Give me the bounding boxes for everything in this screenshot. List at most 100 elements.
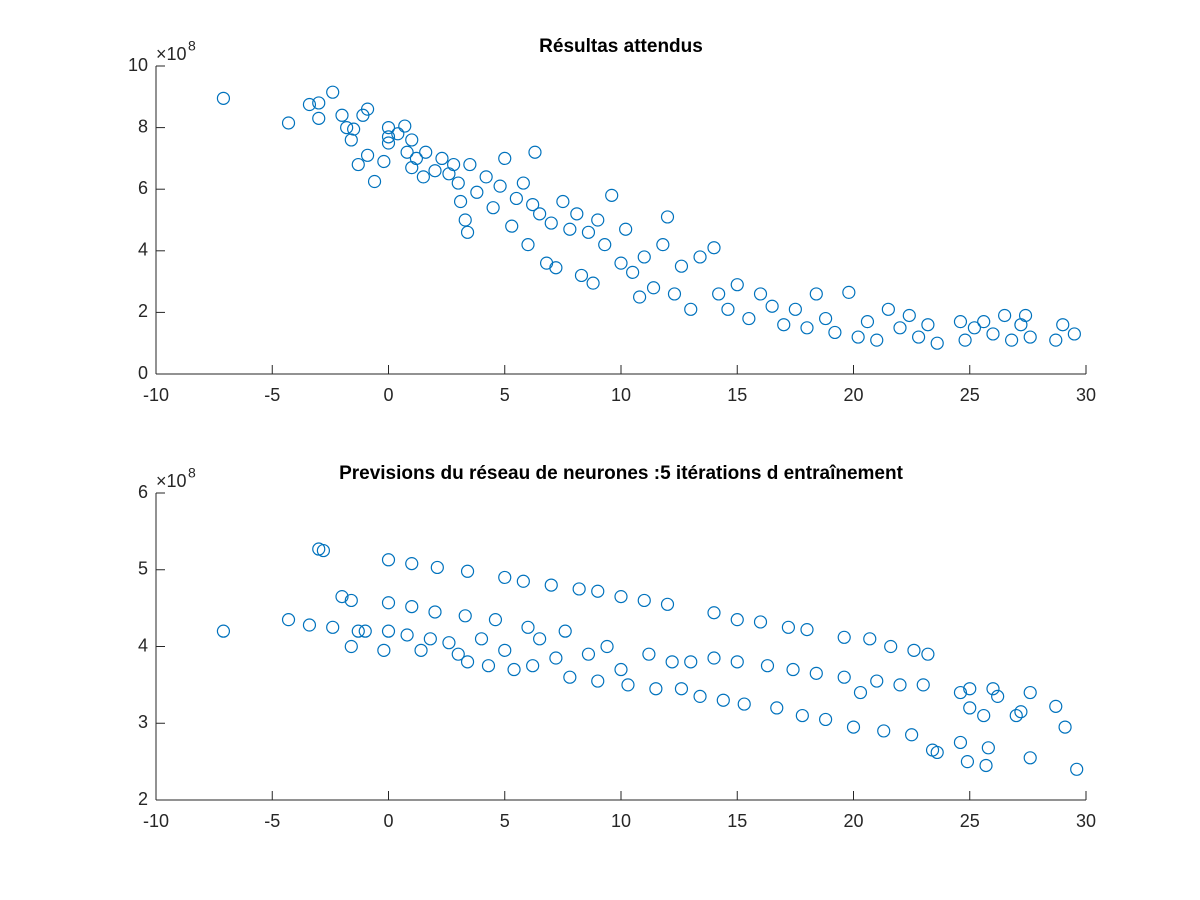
scatter-point — [800, 321, 814, 335]
scatter-point — [570, 207, 584, 221]
scatter-point — [649, 682, 663, 696]
y-tick-label: 0 — [138, 363, 148, 383]
scatter-point — [460, 564, 475, 578]
scatter-point — [842, 285, 856, 299]
scatter-point — [367, 174, 382, 189]
scatter-point — [563, 670, 577, 684]
scatter-point — [660, 210, 675, 224]
scatter-point — [712, 287, 726, 301]
x-tick-label: 10 — [611, 811, 631, 831]
scatter-point — [626, 265, 640, 279]
scatter-point — [837, 670, 851, 684]
scatter-point — [533, 632, 547, 646]
scatter-point — [381, 136, 396, 150]
x-tick-label: -5 — [264, 385, 280, 405]
scatter-point — [460, 655, 475, 669]
scatter-point — [1049, 699, 1063, 713]
scatter-point — [451, 176, 465, 190]
x-tick-label: 0 — [383, 385, 393, 405]
scatter-point — [312, 111, 326, 125]
scatter-point — [533, 207, 547, 221]
scatter-point — [428, 164, 442, 178]
scatter-point — [998, 308, 1012, 323]
scatter-point — [1018, 308, 1033, 323]
scatter-point — [435, 151, 449, 165]
scatter-point — [1004, 333, 1019, 347]
scatter-point — [460, 225, 475, 239]
scatter-point — [414, 643, 428, 657]
scatter-point — [451, 647, 465, 661]
scatter-point — [665, 655, 679, 669]
scatter-point — [707, 606, 721, 620]
y-tick-label: 3 — [138, 712, 148, 732]
scatter-point — [521, 238, 535, 252]
scatter-point — [1014, 318, 1028, 332]
scatter-point — [335, 590, 349, 604]
scatter-point — [281, 116, 296, 130]
scatter-point — [581, 647, 596, 661]
scatter-point — [911, 330, 926, 344]
scatter-point — [521, 620, 535, 634]
scatter-point — [893, 321, 907, 335]
scatter-point — [1009, 708, 1023, 723]
y-tick-label: 4 — [138, 635, 148, 655]
scatter-point — [753, 287, 768, 301]
scatter-point — [458, 213, 472, 227]
scatter-point — [684, 302, 698, 316]
x-tick-label: 30 — [1076, 811, 1096, 831]
scatter-point — [637, 250, 651, 264]
scatter-point — [591, 213, 605, 227]
scatter-point — [730, 655, 744, 669]
scatter-point — [302, 618, 317, 632]
scatter-point — [470, 185, 484, 199]
scatter-point — [381, 120, 396, 135]
scatter-point — [986, 327, 1000, 341]
scatter-point — [556, 194, 570, 209]
x-tick-label: 20 — [843, 385, 863, 405]
scatter-point — [544, 216, 558, 230]
scatter-point — [216, 624, 231, 638]
scatter-point — [1049, 333, 1063, 347]
scatter-point — [558, 624, 572, 638]
y-tick-label: 2 — [138, 301, 148, 321]
x-tick-label: 5 — [500, 811, 510, 831]
scatter-point — [391, 127, 405, 141]
scatter-point — [781, 620, 796, 634]
scatter-point — [377, 643, 391, 657]
scatter-point — [428, 605, 442, 619]
scatter-point — [693, 689, 707, 703]
scatter-point — [302, 97, 317, 112]
y-tick-label: 5 — [138, 559, 148, 579]
scatter-point — [442, 636, 456, 650]
scatter-point — [860, 315, 875, 329]
x-tick-label: -10 — [143, 385, 169, 405]
x-tick-label: 10 — [611, 385, 631, 405]
scatter-point — [381, 596, 396, 610]
scatter-point — [405, 161, 419, 175]
scatter-point — [795, 708, 809, 723]
scatter-point — [660, 597, 675, 611]
scatter-point — [216, 91, 231, 105]
scatter-point — [986, 682, 1000, 696]
scatter-point — [953, 685, 968, 700]
scatter-point — [953, 735, 968, 750]
scatter-point — [809, 666, 823, 680]
scatter-point — [721, 302, 735, 316]
y-multiplier-exponent: 8 — [188, 465, 196, 481]
scatter-point — [753, 615, 768, 629]
scatter-point — [907, 643, 921, 657]
scatter-point — [991, 689, 1005, 703]
scatter-point — [870, 333, 884, 347]
scatter-point — [419, 145, 433, 159]
scatter-point — [1023, 751, 1037, 765]
scatter-point — [605, 188, 619, 202]
scatter-point — [632, 290, 647, 304]
scatter-point — [509, 191, 523, 206]
scatter-point — [458, 609, 472, 623]
scatter-point — [398, 119, 412, 133]
scatter-point — [614, 590, 628, 604]
scatter-point — [963, 682, 977, 696]
scatter-point — [381, 130, 396, 144]
y-tick-label: 8 — [138, 116, 148, 136]
scatter-point — [493, 179, 507, 193]
